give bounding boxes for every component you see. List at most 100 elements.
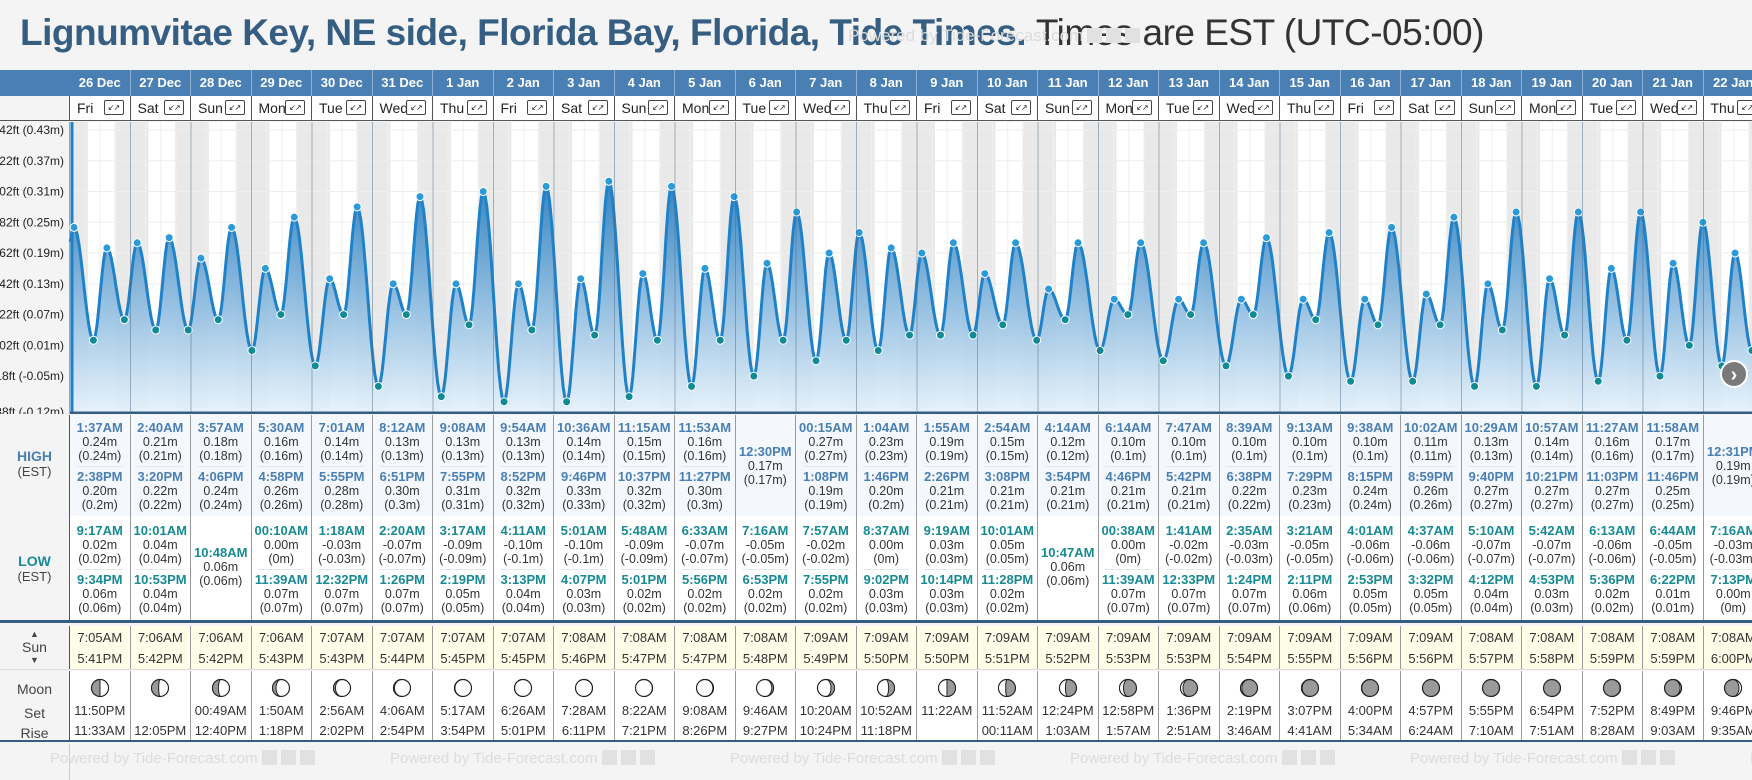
high-tide-height: 0.31m [445,484,481,498]
moon-phase-icon [1361,678,1380,698]
date-header[interactable]: 11 Jan [1038,70,1099,96]
date-header[interactable]: 17 Jan [1401,70,1462,96]
expand-day-icon[interactable]: ↙↗ [829,100,850,115]
low-tides-cell: 6:13AM -0.06m (-0.06m) 5:36PM 0.02m (0.02m) [1583,516,1643,620]
expand-day-icon[interactable]: ↙↗ [1132,100,1152,115]
expand-day-icon[interactable]: ↙↗ [1374,100,1394,115]
date-header[interactable]: 6 Jan [736,70,796,96]
expand-day-icon[interactable]: ↙↗ [527,100,547,115]
expand-day-icon[interactable]: ↙↗ [1434,100,1455,115]
divider [379,466,426,467]
expand-day-icon[interactable]: ↙↗ [769,100,789,115]
expand-day-icon[interactable]: ↙↗ [406,100,426,115]
date-header[interactable]: 22 Jan [1704,70,1752,96]
expand-day-icon[interactable]: ↙↗ [950,100,971,115]
low-tide-height: -0.05m [1290,538,1330,552]
date-header[interactable]: 31 Dec [373,70,433,96]
low-tide-height: -0.03m [322,538,362,552]
date-header[interactable]: 19 Jan [1522,70,1583,96]
date-header[interactable]: 28 Dec [191,70,252,96]
expand-day-icon[interactable]: ↙↗ [345,100,366,115]
moonset-time: 12:24PM [1041,703,1094,718]
footer-cell [1704,744,1752,780]
expand-day-icon[interactable]: ↙↗ [890,100,910,115]
expand-day-icon[interactable]: ↙↗ [1192,100,1213,115]
low-tide-time: 5:01PM [621,572,668,587]
date-header[interactable]: 8 Jan [857,70,917,96]
moon-cell: 11:22AM [917,671,978,740]
date-header[interactable]: 20 Jan [1583,70,1643,96]
date-header[interactable]: 14 Jan [1220,70,1280,96]
low-tide-time: 11:39AM [254,572,308,587]
expand-day-icon[interactable]: ↙↗ [164,100,184,115]
high-tide-height-alt: (0.16m) [259,449,303,463]
high-tides-cell: 1:37AM 0.24m (0.24m) 2:38PM 0.20m (0.2m) [70,415,131,516]
low-tide-height: -0.03m [1713,538,1752,552]
low-tide-height-alt: (0.04m) [138,601,182,615]
expand-day-icon[interactable]: ↙↗ [1495,100,1515,115]
weekday-label: Thu [440,100,465,116]
next-days-button[interactable]: › [1720,360,1748,388]
date-header[interactable]: 7 Jan [796,70,857,96]
high-tide-height: 0.30m [687,484,723,498]
low-tide-height-alt: (-0.05m) [741,552,789,566]
date-header[interactable]: 26 Dec [70,70,131,96]
expand-day-icon[interactable]: ↙↗ [1616,100,1636,115]
expand-day-icon[interactable]: ↙↗ [1313,100,1334,115]
low-tide-point [373,381,383,391]
high-tide-time: 12:30PM [738,444,792,459]
date-header[interactable]: 5 Jan [675,70,736,96]
date-header[interactable]: 9 Jan [917,70,978,96]
date-header[interactable]: 30 Dec [312,70,373,96]
low-tide-height: -0.05m [1653,538,1693,552]
date-header[interactable]: 27 Dec [131,70,191,96]
expand-day-icon[interactable]: ↙↗ [1253,100,1273,115]
low-tide-time: 5:48AM [621,523,668,538]
logo-icon [620,750,636,765]
high-tide-point [980,269,990,279]
moonrise-time: 1:03AM [1045,723,1091,738]
date-header[interactable]: 18 Jan [1462,70,1522,96]
high-tide-point [1044,284,1054,294]
sunrise-time: 7:09AM [1105,630,1151,645]
low-tides-cell: 8:37AM 0.00m (0m) 9:02PM 0.03m (0.03m) [857,516,917,620]
date-header[interactable]: 2 Jan [494,70,554,96]
expand-day-icon[interactable]: ↙↗ [1555,100,1576,115]
high-tide-height-alt: (0.13m) [501,449,545,463]
date-header[interactable]: 12 Jan [1099,70,1159,96]
date-header[interactable]: 21 Jan [1643,70,1704,96]
date-header[interactable]: 29 Dec [252,70,312,96]
high-tide-time: 12:31PM [1706,444,1752,459]
expand-day-icon[interactable]: ↙↗ [708,100,729,115]
expand-day-icon[interactable]: ↙↗ [224,100,245,115]
expand-day-icon[interactable]: ↙↗ [587,100,608,115]
date-header[interactable]: 10 Jan [978,70,1038,96]
date-header[interactable]: 1 Jan [433,70,494,96]
expand-day-icon[interactable]: ↙↗ [1071,100,1092,115]
weekday-cell: Wed ↙↗ [1220,96,1280,120]
sunset-time: 5:42PM [137,651,183,666]
expand-day-icon[interactable]: ↙↗ [648,100,668,115]
low-tide-point [1560,330,1570,340]
high-tide-point [1698,217,1708,227]
y-tick-label: -0.18ft (-0.05m) [0,369,64,383]
high-tides-cell: 3:57AM 0.18m (0.18m) 4:06PM 0.24m (0.24m) [191,415,252,516]
expand-day-icon[interactable]: ↙↗ [103,100,124,115]
expand-day-icon[interactable]: ↙↗ [1011,100,1031,115]
date-header[interactable]: 13 Jan [1159,70,1220,96]
expand-day-icon[interactable]: ↙↗ [285,100,305,115]
moonset-time: 11:50PM [74,703,126,718]
date-header[interactable]: 3 Jan [554,70,615,96]
low-tide-point [339,310,349,320]
expand-day-icon[interactable]: ↙↗ [1737,100,1752,115]
date-header[interactable]: 16 Jan [1341,70,1401,96]
date-header[interactable]: 4 Jan [615,70,675,96]
high-tides-cell: 9:54AM 0.13m (0.13m) 8:52PM 0.32m (0.32m) [494,415,554,516]
expand-day-icon[interactable]: ↙↗ [466,100,487,115]
divider [258,569,305,570]
date-header[interactable]: 15 Jan [1280,70,1341,96]
expand-day-icon[interactable]: ↙↗ [1676,100,1697,115]
low-tide-time: 9:17AM [76,523,123,538]
low-tide-time: 2:19PM [439,572,486,587]
moonset-time [131,701,191,721]
